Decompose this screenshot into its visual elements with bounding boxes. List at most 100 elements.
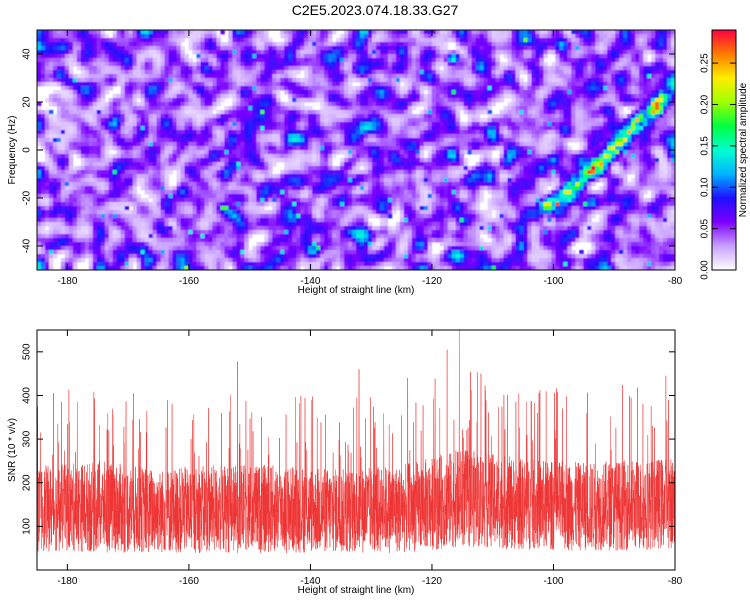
- heatmap-cell: [559, 90, 564, 95]
- heatmap-cell: [124, 70, 130, 75]
- heatmap-cell: [487, 46, 492, 51]
- heatmap-cell: [124, 82, 130, 87]
- heatmap-cell: [631, 74, 636, 79]
- heatmap-cell: [220, 138, 225, 143]
- heatmap-cell: [459, 42, 465, 47]
- heatmap-cell: [56, 42, 62, 47]
- heatmap-cell: [184, 30, 189, 35]
- heatmap-cell: [296, 86, 301, 91]
- heatmap-cell: [395, 118, 401, 123]
- heatmap-cell: [379, 122, 385, 127]
- heatmap-cell: [655, 126, 660, 131]
- heatmap-cell: [208, 86, 213, 91]
- heatmap-cell: [555, 78, 560, 83]
- heatmap-cell: [108, 78, 114, 83]
- heatmap-cell: [80, 78, 86, 83]
- heatmap-cell: [268, 90, 273, 95]
- heatmap-cell: [575, 46, 580, 51]
- heatmap-cell: [495, 90, 500, 95]
- heatmap-cell: [336, 58, 341, 63]
- heatmap-cell: [627, 58, 632, 63]
- heatmap-cell: [188, 122, 193, 127]
- heatmap-cell: [447, 114, 453, 119]
- heatmap-cell: [204, 34, 209, 39]
- heatmap-cell: [260, 90, 265, 95]
- heatmap-cell: [272, 126, 277, 131]
- heatmap-cell: [88, 82, 94, 87]
- heatmap-cell: [328, 42, 333, 47]
- heatmap-cell: [124, 106, 130, 111]
- heatmap-cell: [144, 66, 150, 71]
- heatmap-cell: [96, 154, 102, 159]
- heatmap-cell: [288, 30, 293, 35]
- heatmap-cell: [328, 86, 333, 91]
- heatmap-cell: [431, 118, 437, 123]
- heatmap-cell: [631, 58, 636, 63]
- heatmap-cell: [635, 58, 640, 63]
- heatmap-cell: [595, 54, 600, 59]
- heatmap-cell: [40, 78, 46, 83]
- heatmap-cell: [244, 138, 249, 143]
- heatmap-cell: [615, 46, 620, 51]
- heatmap-cell: [216, 82, 221, 87]
- heatmap-cell: [627, 62, 632, 67]
- heatmap-cell: [316, 110, 321, 115]
- heatmap-cell: [583, 94, 588, 99]
- heatmap-cell: [563, 62, 568, 67]
- heatmap-cell: [487, 38, 492, 43]
- heatmap-cell: [216, 138, 221, 143]
- heatmap-cell: [451, 54, 457, 59]
- heatmap-cell: [507, 122, 512, 127]
- heatmap-cell: [571, 150, 576, 155]
- heatmap-cell: [144, 46, 150, 51]
- heatmap-cell: [419, 150, 425, 155]
- heatmap-cell: [176, 82, 181, 87]
- heatmap-cell: [288, 66, 293, 71]
- heatmap-cell: [663, 86, 668, 91]
- heatmap-cell: [563, 94, 568, 99]
- heatmap-cell: [667, 34, 672, 39]
- heatmap-cell: [136, 110, 142, 115]
- heatmap-cell: [76, 86, 82, 91]
- heatmap-cell: [539, 98, 544, 103]
- heatmap-cell: [136, 94, 142, 99]
- heatmap-cell: [411, 66, 417, 71]
- heatmap-cell: [619, 122, 624, 127]
- heatmap-cell: [208, 134, 213, 139]
- heatmap-cell: [336, 82, 341, 87]
- heatmap-cell: [519, 66, 524, 71]
- heatmap-cell: [567, 114, 572, 119]
- heatmap-cell: [268, 74, 273, 79]
- heatmap-cell: [459, 130, 465, 135]
- heatmap-cell: [571, 74, 576, 79]
- heatmap-cell: [116, 46, 122, 51]
- heatmap-cell: [72, 42, 78, 47]
- heatmap-cell: [411, 62, 417, 67]
- heatmap-cell: [603, 154, 608, 159]
- heatmap-cell: [475, 66, 481, 71]
- heatmap-cell: [583, 98, 588, 103]
- heatmap-cell: [312, 154, 317, 159]
- heatmap-cell: [387, 38, 393, 43]
- heatmap-cell: [627, 46, 632, 51]
- heatmap-cell: [631, 102, 636, 107]
- heatmap-cell: [224, 130, 229, 135]
- heatmap-cell: [256, 46, 261, 51]
- heatmap-cell: [228, 62, 233, 67]
- heatmap-cell: [324, 146, 329, 151]
- heatmap-cell: [224, 78, 229, 83]
- heatmap-cell: [407, 50, 413, 55]
- heatmap-cell: [316, 146, 321, 151]
- heatmap-cell: [224, 150, 229, 155]
- heatmap-cell: [288, 78, 293, 83]
- heatmap-cell: [539, 82, 544, 87]
- heatmap-cell: [260, 74, 265, 79]
- heatmap-cell: [248, 122, 253, 127]
- heatmap-cell: [607, 114, 612, 119]
- heatmap-cell: [316, 66, 321, 71]
- heatmap-cell: [268, 150, 273, 155]
- heatmap-cell: [336, 50, 341, 55]
- heatmap-cell: [471, 126, 477, 131]
- heatmap-cell: [308, 142, 313, 147]
- heatmap-cell: [531, 126, 536, 131]
